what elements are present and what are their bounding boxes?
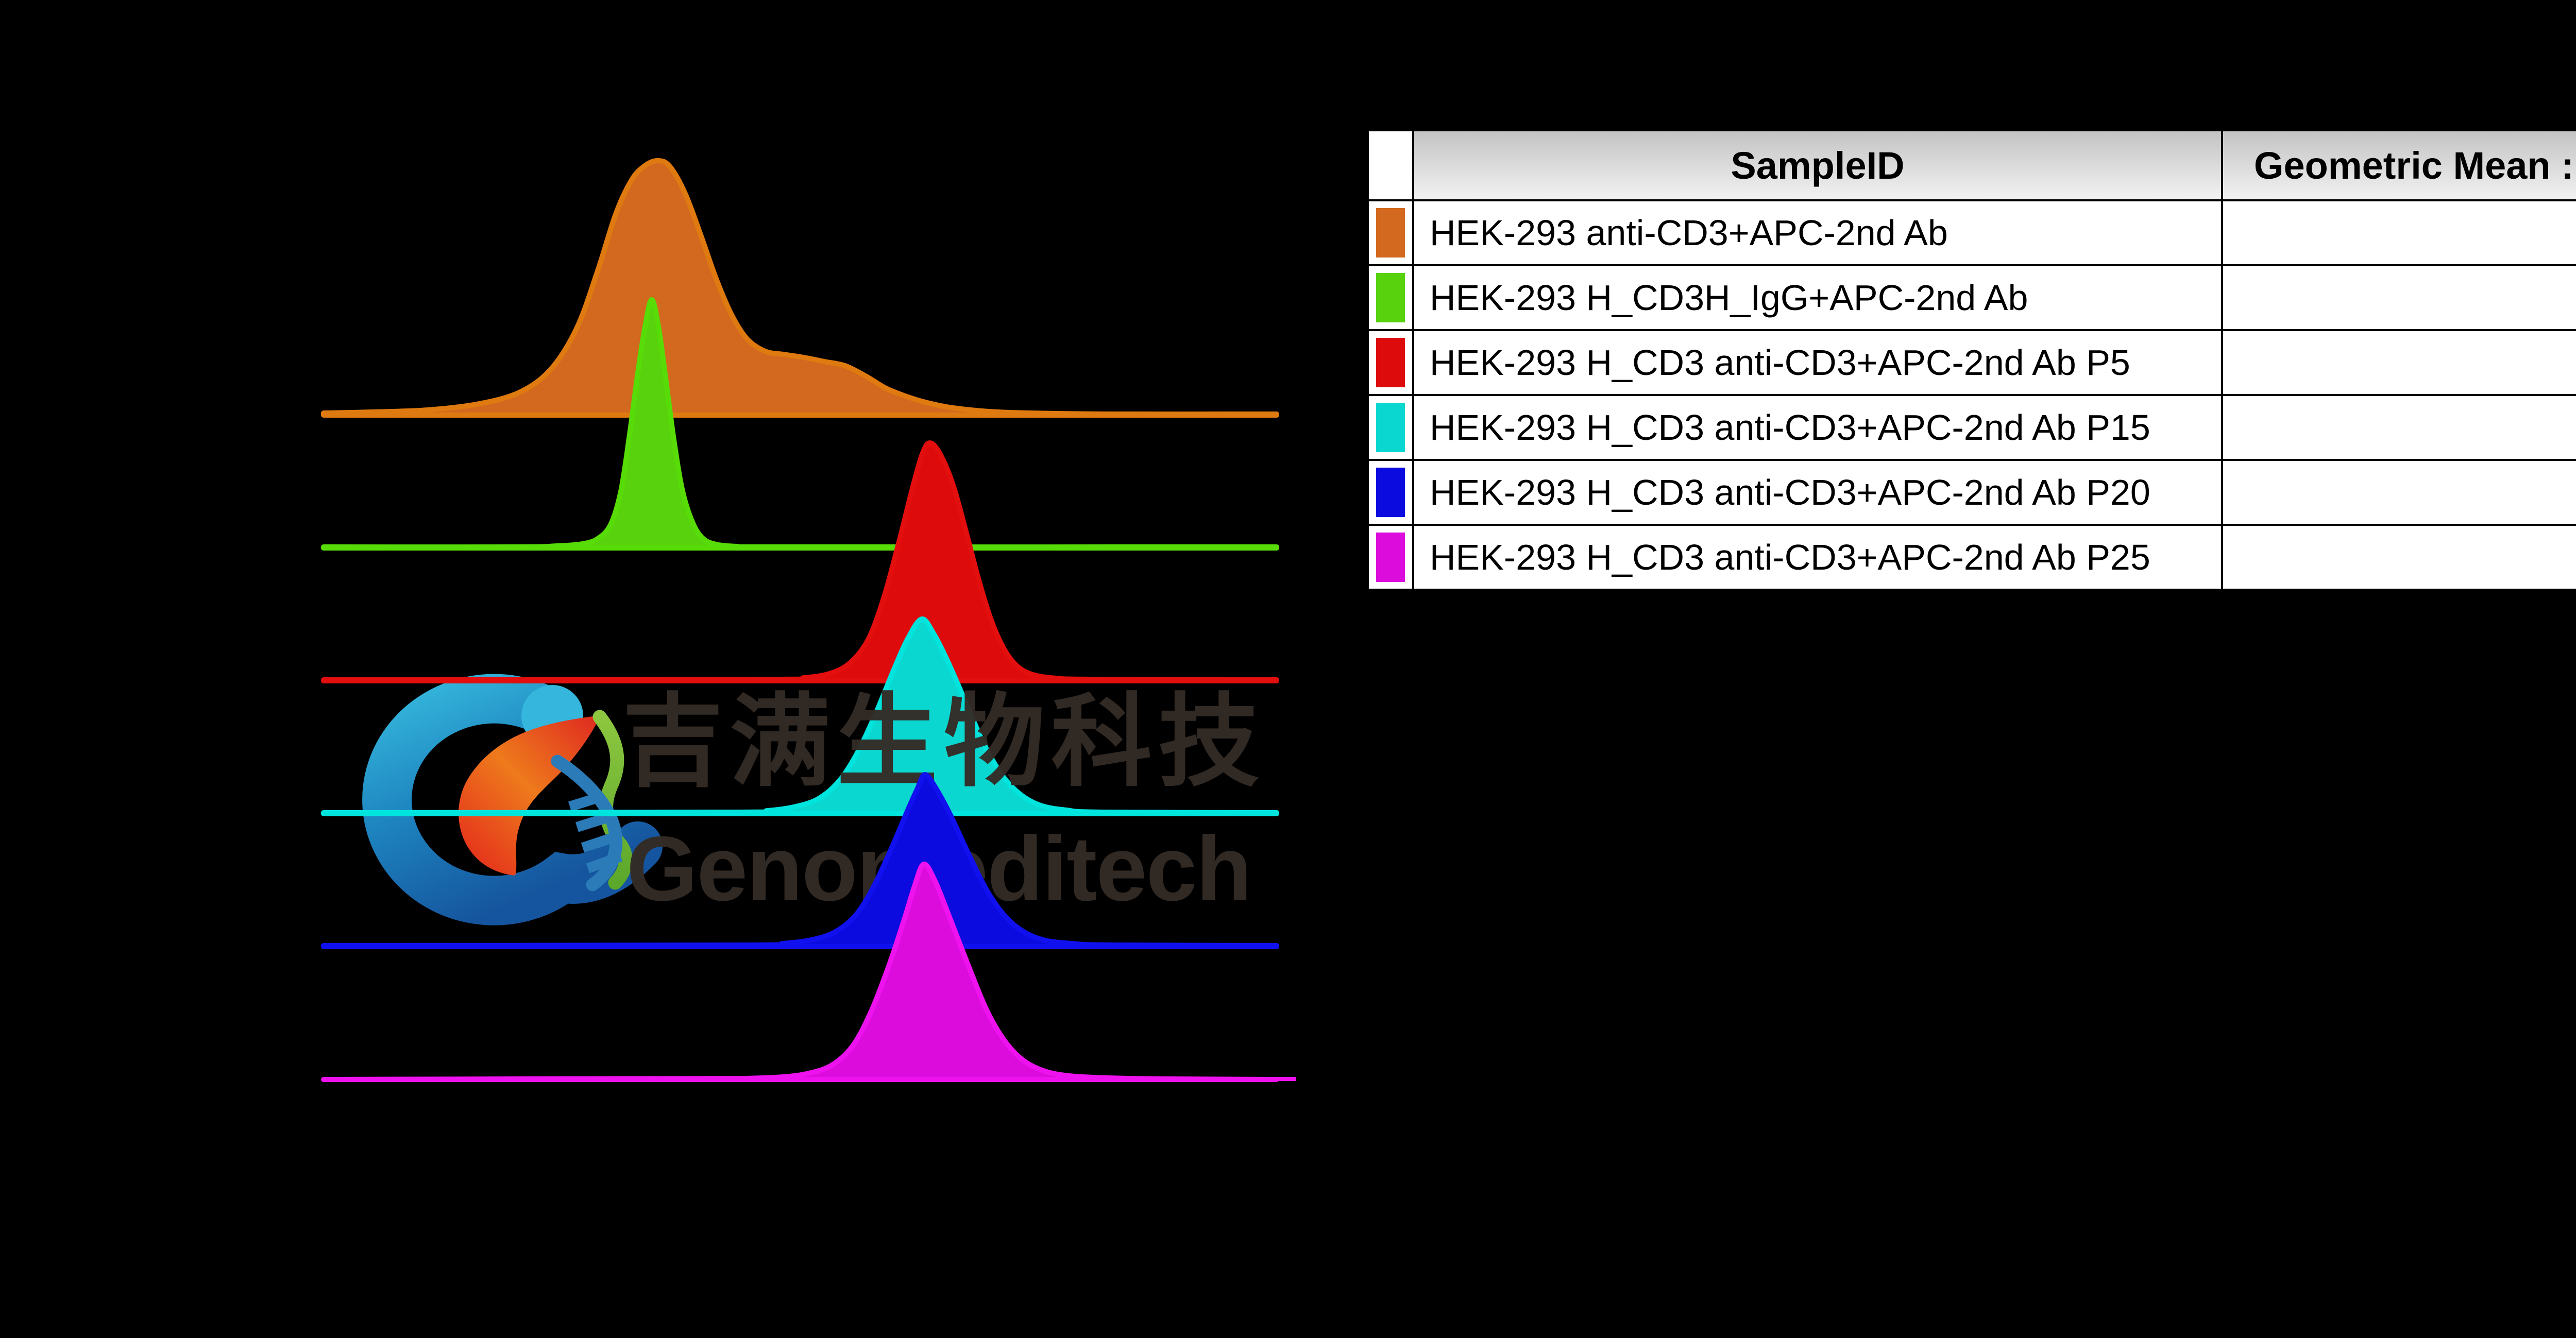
geometric-mean-cell: 1.68E6 — [2221, 524, 2576, 593]
sample-row[interactable]: HEK-293 anti-CD3+APC-2nd Ab6932 — [1365, 199, 2576, 266]
geometric-mean-cell: 6932 — [2221, 199, 2576, 266]
table-header-row: SampleID Geometric Mean : FL11-H — [1365, 127, 2576, 201]
sample-color-cell — [1365, 394, 1414, 461]
sample-id-cell: HEK-293 H_CD3 anti-CD3+APC-2nd Ab P20 — [1412, 459, 2223, 526]
sample-id-cell: HEK-293 H_CD3 anti-CD3+APC-2nd Ab P25 — [1412, 524, 2223, 593]
geometric-mean-cell: 1.94E6 — [2221, 459, 2576, 526]
histogram-curves-lower-layer — [321, 158, 1279, 816]
histogram-curves-upper-layer — [321, 772, 1296, 1082]
sampleid-column-header: SampleID — [1412, 127, 2223, 201]
geometric-mean-cell: 1.60E6 — [2221, 394, 2576, 461]
sample-row[interactable]: HEK-293 H_CD3 anti-CD3+APC-2nd Ab P51.86… — [1365, 329, 2576, 396]
histogram-curve — [321, 862, 1279, 1082]
sample-color-swatch — [1376, 273, 1405, 322]
histogram-curve — [321, 616, 1279, 816]
sample-color-cell — [1365, 459, 1414, 526]
sample-color-swatch — [1376, 468, 1405, 517]
statistics-table: SampleID Geometric Mean : FL11-H HEK-293… — [1363, 125, 2576, 595]
sample-row[interactable]: HEK-293 H_CD3H_IgG+APC-2nd Ab2769 — [1365, 264, 2576, 331]
logo-dna-strand-blue — [551, 754, 623, 891]
histogram-curve — [321, 440, 1279, 683]
geometric-mean-cell: 2769 — [2221, 264, 2576, 331]
histogram-curve — [321, 772, 1279, 949]
sample-row[interactable]: HEK-293 H_CD3 anti-CD3+APC-2nd Ab P151.6… — [1365, 394, 2576, 461]
sample-color-cell — [1365, 524, 1414, 593]
sample-row[interactable]: HEK-293 H_CD3 anti-CD3+APC-2nd Ab P251.6… — [1365, 524, 2576, 593]
sample-color-cell — [1365, 329, 1414, 396]
sample-id-cell: HEK-293 H_CD3 anti-CD3+APC-2nd Ab P5 — [1412, 329, 2223, 396]
sample-color-swatch — [1376, 403, 1405, 452]
sample-id-cell: HEK-293 anti-CD3+APC-2nd Ab — [1412, 199, 2223, 266]
geomean-column-header: Geometric Mean : FL11-H — [2221, 127, 2576, 201]
sample-color-cell — [1365, 264, 1414, 331]
sample-color-swatch — [1376, 208, 1405, 258]
sample-color-swatch — [1376, 533, 1405, 582]
baseline-noise-dash — [1265, 1077, 1296, 1081]
logo-dna-rungs — [568, 791, 623, 873]
watermark-chinese: 吉满生物科技 — [622, 685, 1265, 798]
sample-id-cell: HEK-293 H_CD3H_IgG+APC-2nd Ab — [1412, 264, 2223, 331]
sample-color-swatch — [1376, 338, 1405, 387]
genomeditech-logo — [362, 674, 663, 925]
sample-color-cell — [1365, 199, 1414, 266]
sample-row[interactable]: HEK-293 H_CD3 anti-CD3+APC-2nd Ab P201.9… — [1365, 459, 2576, 526]
histogram-curve — [321, 158, 1279, 418]
geometric-mean-cell: 1.86E6 — [2221, 329, 2576, 396]
swatch-column-header — [1365, 127, 1414, 201]
sample-id-cell: HEK-293 H_CD3 anti-CD3+APC-2nd Ab P15 — [1412, 394, 2223, 461]
histogram-curve — [321, 297, 1279, 551]
logo-flame-drop — [459, 715, 601, 876]
